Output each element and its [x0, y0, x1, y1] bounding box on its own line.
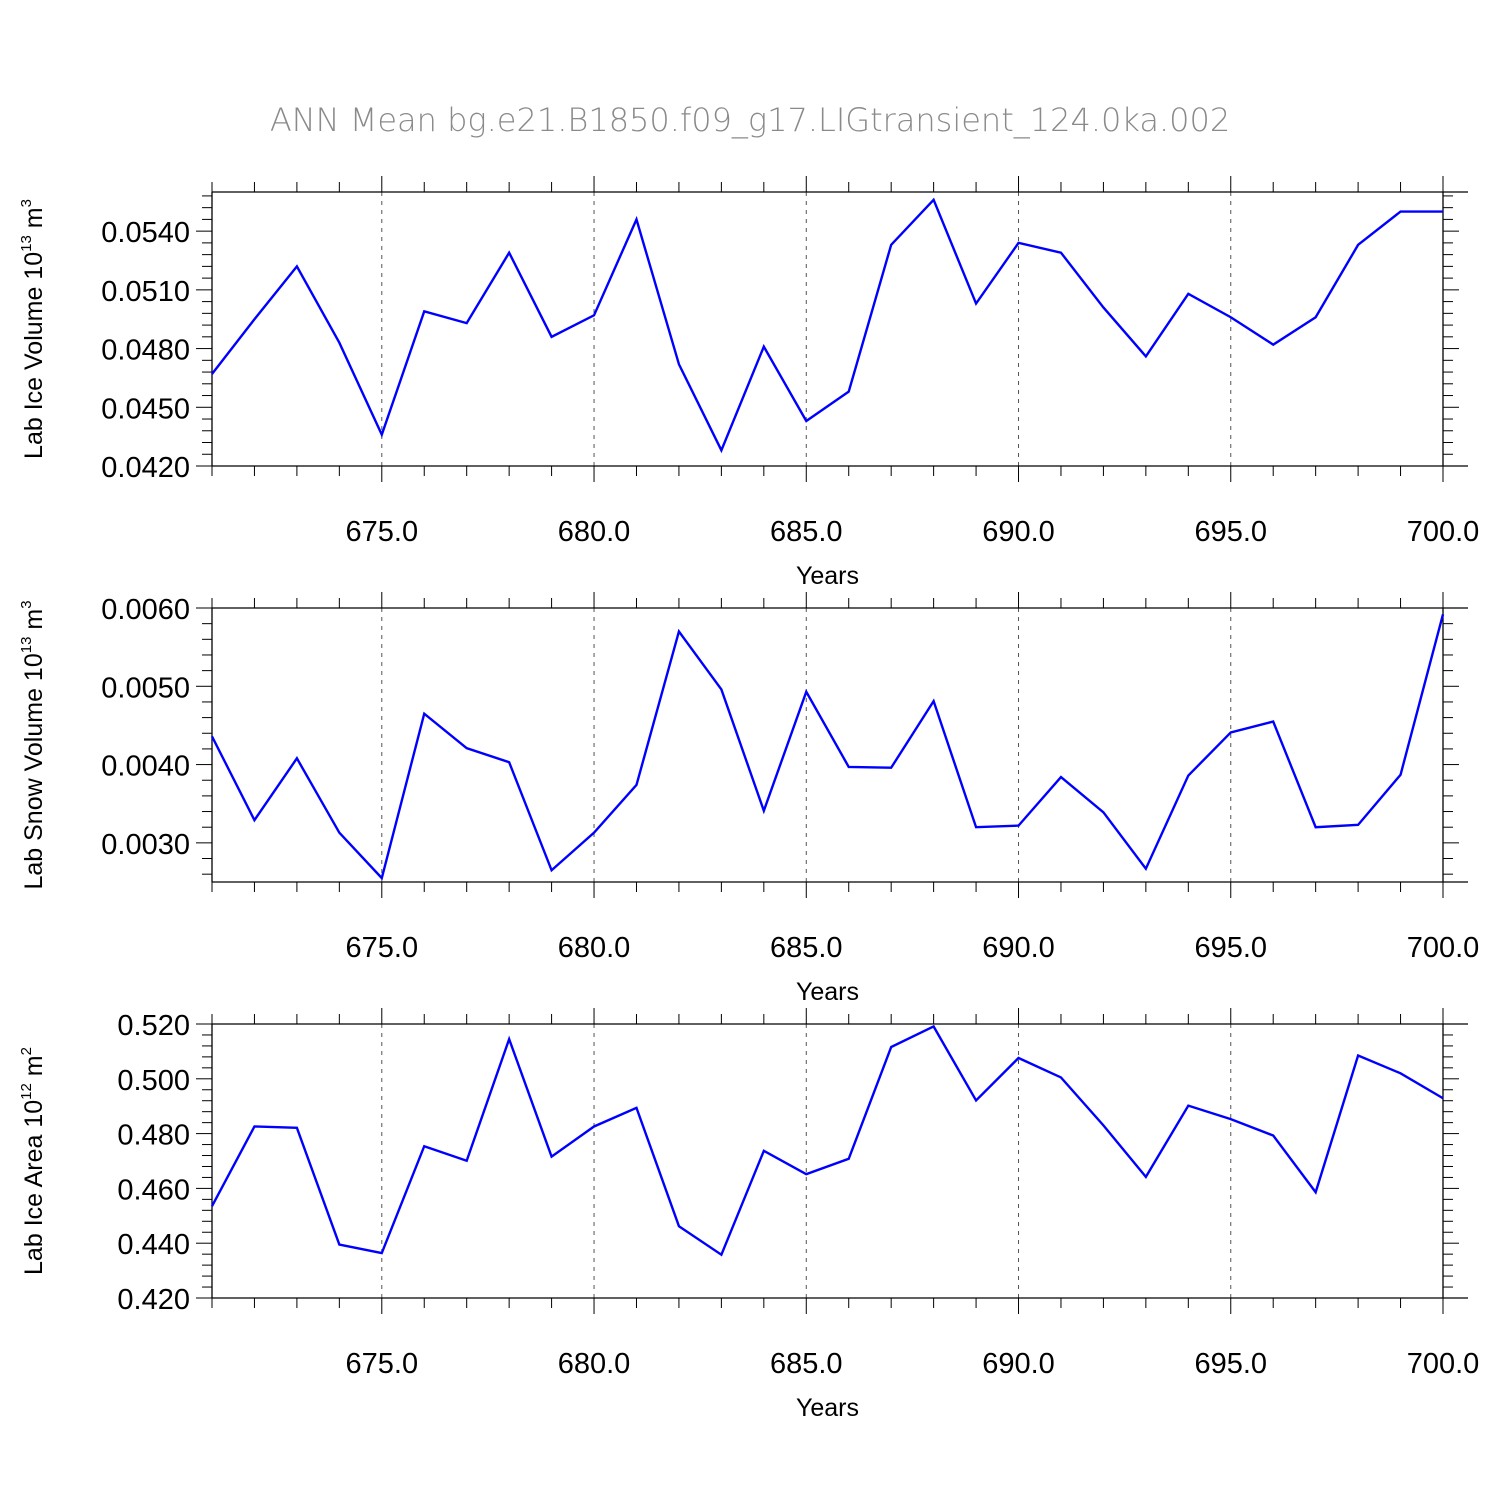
- x-tick-label: 680.0: [558, 932, 631, 964]
- x-tick-label: 700.0: [1407, 932, 1480, 964]
- x-tick-label: 690.0: [982, 1348, 1055, 1380]
- chart-panel-3: 675.0 680.0 685.0 690.0 695.0 700.0 0.420 0.440…: [18, 1008, 1479, 1422]
- x-axis-label: Years: [796, 1394, 859, 1422]
- y-tick-label: 0.0540: [101, 217, 190, 249]
- y-tick-label: 0.0510: [101, 276, 190, 308]
- y-tick-label: 0.420: [117, 1284, 190, 1316]
- x-tick-label: 700.0: [1407, 516, 1480, 548]
- y-tick-label: 0.0420: [101, 452, 190, 484]
- chart-title: ANN Mean bg.e21.B1850.f09_g17.LIGtransie…: [270, 101, 1230, 139]
- x-tick-label: 685.0: [770, 932, 843, 964]
- x-tick-label: 685.0: [770, 516, 843, 548]
- x-tick-label: 680.0: [558, 516, 631, 548]
- y-tick-label: 0.520: [117, 1010, 190, 1042]
- y-tick-label: 0.0050: [101, 672, 190, 704]
- y-tick-label: 0.440: [117, 1229, 190, 1261]
- x-axis-label: Years: [796, 562, 859, 590]
- y-tick-label: 0.480: [117, 1120, 190, 1152]
- x-tick-label: 690.0: [982, 932, 1055, 964]
- x-tick-label: 680.0: [558, 1348, 631, 1380]
- x-tick-label: 695.0: [1194, 932, 1267, 964]
- x-tick-label: 695.0: [1194, 516, 1267, 548]
- series-line: [210, 1024, 1444, 1257]
- x-tick-label: 685.0: [770, 1348, 843, 1380]
- x-tick-label: 675.0: [346, 932, 419, 964]
- x-tick-label: 700.0: [1407, 1348, 1480, 1380]
- y-tick-label: 0.0480: [101, 335, 190, 367]
- y-axis-label: Lab Ice Volume 1013 m3: [18, 199, 48, 459]
- y-tick-label: 0.0040: [101, 751, 190, 783]
- y-tick-label: 0.0450: [101, 393, 190, 425]
- series-line: [210, 613, 1445, 881]
- x-tick-label: 675.0: [346, 1348, 419, 1380]
- x-axis-label: Years: [796, 978, 859, 1006]
- y-tick-label: 0.0030: [101, 829, 190, 861]
- y-axis-label: Lab Snow Volume 1013 m3: [18, 600, 48, 889]
- series-line: [211, 197, 1443, 454]
- x-tick-label: 675.0: [346, 516, 419, 548]
- x-tick-label: 695.0: [1194, 1348, 1267, 1380]
- y-tick-label: 0.500: [117, 1065, 190, 1097]
- chart-panel-1: 675.0 680.0 685.0 690.0 695.0 700.0 0.0420 0.04…: [18, 176, 1479, 590]
- y-tick-label: 0.0060: [101, 594, 190, 626]
- y-axis-label: Lab Ice Area 1012 m2: [18, 1047, 48, 1275]
- chart-panel-2: 675.0 680.0 685.0 690.0 695.0 700.0 0.0030 0.00…: [18, 592, 1479, 1006]
- y-tick-label: 0.460: [117, 1174, 190, 1206]
- x-tick-label: 690.0: [982, 516, 1055, 548]
